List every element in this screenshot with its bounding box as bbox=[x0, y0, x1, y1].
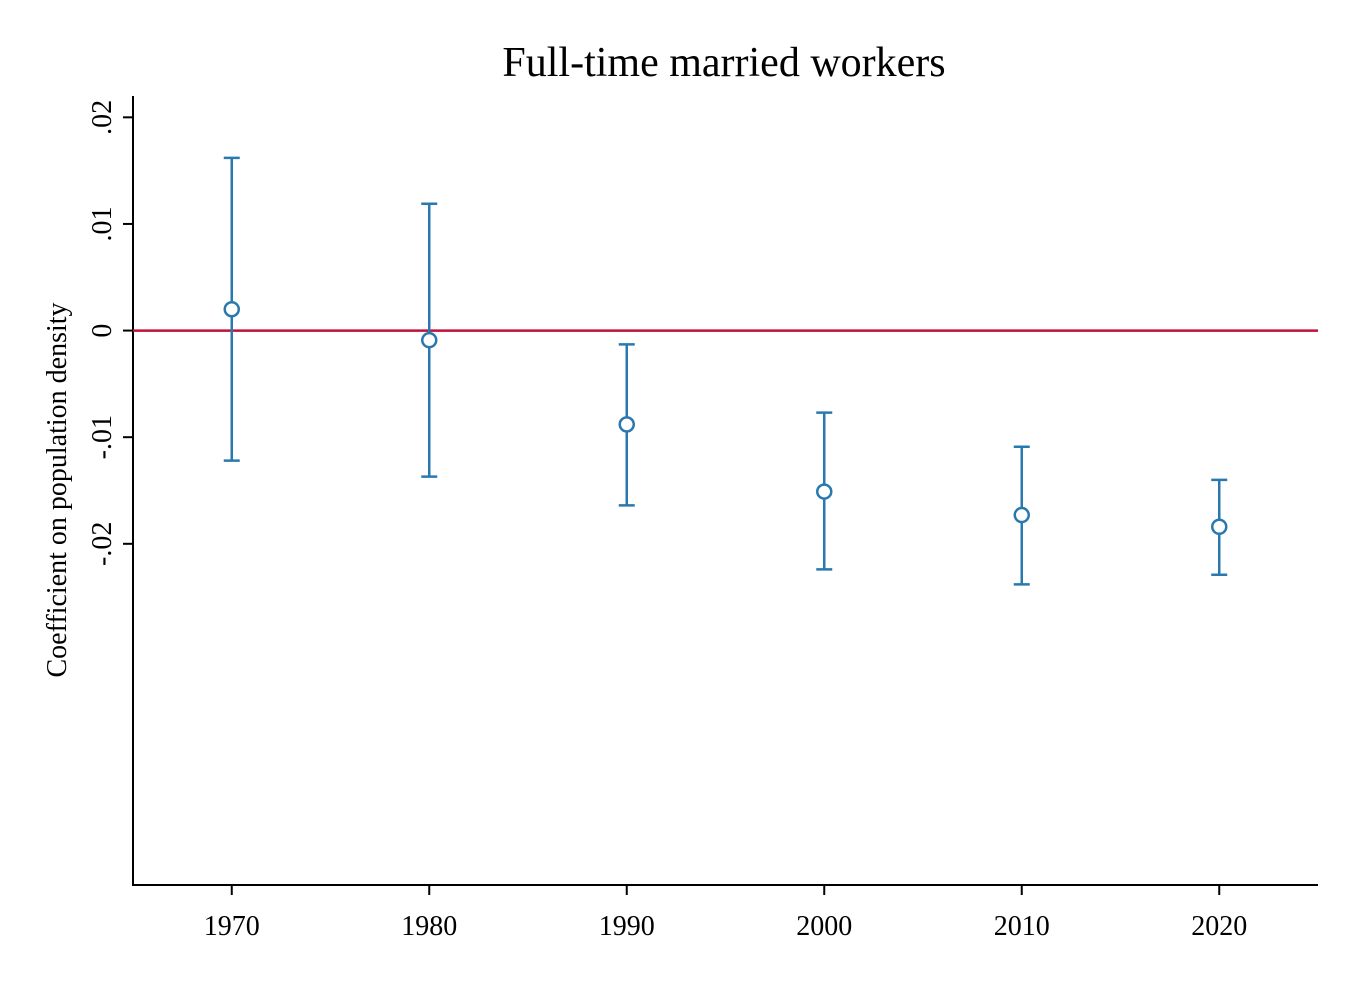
x-tick-label: 1990 bbox=[599, 911, 655, 942]
y-axis-ticks: .02 .01 0 -.01 -.02 bbox=[87, 100, 133, 566]
chart-title: Full-time married workers bbox=[502, 40, 945, 86]
y-tick-label: -.02 bbox=[87, 522, 118, 566]
point-marker bbox=[223, 300, 240, 318]
point-marker bbox=[1211, 518, 1228, 536]
x-tick-label: 2020 bbox=[1191, 911, 1247, 942]
x-axis-ticks: 1970 1980 1990 2000 2010 2020 bbox=[204, 885, 1247, 942]
point-marker bbox=[421, 331, 438, 349]
x-tick-label: 2010 bbox=[994, 911, 1050, 942]
data-point-group bbox=[421, 202, 438, 478]
x-tick-label: 1980 bbox=[401, 911, 457, 942]
point-marker bbox=[618, 416, 635, 433]
point-marker bbox=[816, 483, 833, 500]
y-tick-label: .01 bbox=[87, 206, 118, 241]
data-series bbox=[223, 156, 1228, 586]
x-tick-label: 1970 bbox=[204, 911, 260, 942]
data-point-group bbox=[1013, 445, 1030, 586]
point-marker bbox=[1013, 506, 1030, 524]
y-tick-label: -.01 bbox=[87, 415, 118, 459]
y-axis-label: Coefficient on population density bbox=[42, 302, 73, 677]
x-tick-label: 2000 bbox=[796, 911, 852, 942]
data-point-group bbox=[223, 156, 240, 462]
y-tick-label: .02 bbox=[87, 100, 118, 135]
y-tick-label: 0 bbox=[87, 324, 118, 338]
data-point-group bbox=[618, 343, 635, 507]
data-point-group bbox=[816, 411, 833, 571]
data-point-group bbox=[1211, 478, 1228, 576]
